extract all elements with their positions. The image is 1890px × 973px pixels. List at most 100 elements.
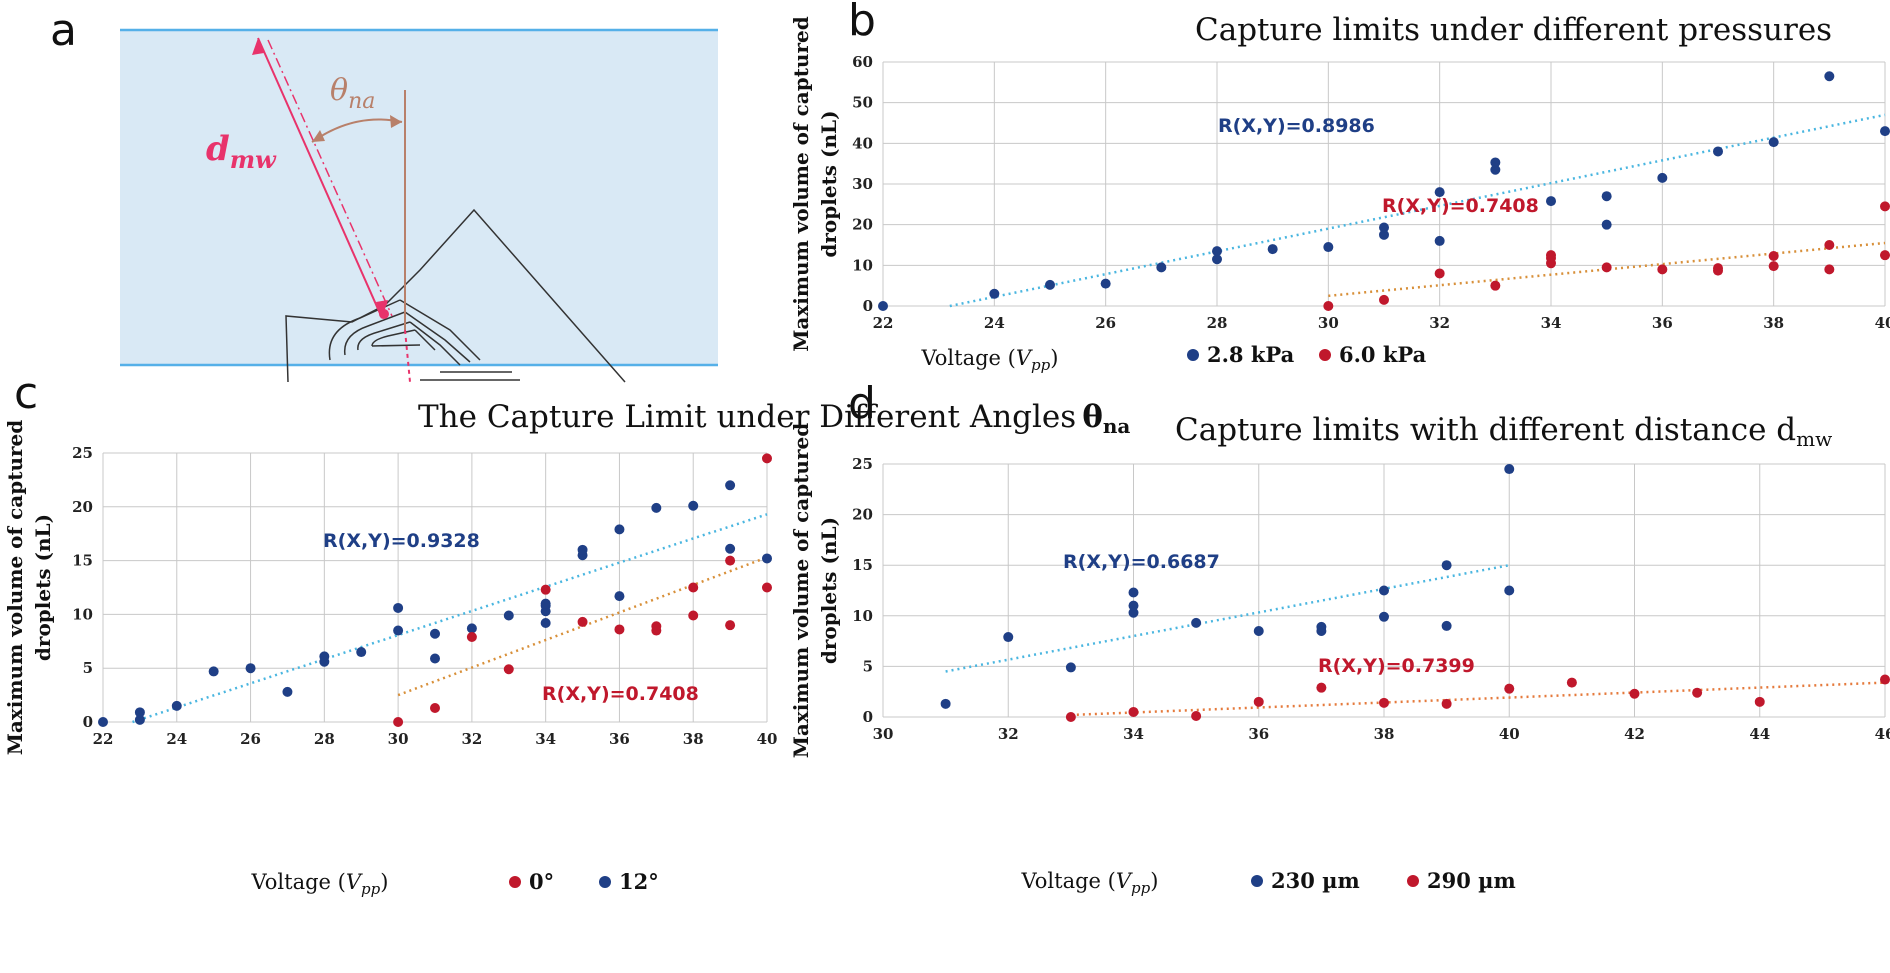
chart-b: Capture limits under different pressures… [789,12,1890,374]
data-point [393,717,404,727]
x-tick-label: 32 [461,730,482,748]
x-tick-label: 28 [1207,314,1228,332]
legend-label: 12° [619,869,659,894]
data-point [393,602,404,613]
data-point [1434,235,1445,246]
data-point [1504,585,1515,596]
chart-c-title: The Capture Limit under Different Angles… [418,399,1130,438]
legend-marker [1407,875,1419,887]
legend-marker [599,876,611,888]
distance-symbol: dmw [206,129,277,174]
y-tick-label: 10 [852,607,873,625]
data-point [725,480,736,491]
data-point [1316,621,1327,632]
data-point [1692,687,1703,698]
y-axis-label-line2: droplets (nL) [817,517,841,664]
data-point [1880,250,1890,261]
data-point [577,544,588,555]
electrode-tip-dot [379,309,389,319]
panel-a-label: a [50,5,77,56]
data-point [1379,585,1389,596]
data-point [1601,262,1612,273]
y-tick-label: 20 [852,216,873,234]
data-point [725,620,736,631]
angle-arrowhead-left [312,130,325,142]
data-point [1045,279,1055,290]
angle-arrowhead-right [390,115,402,128]
legend-label: 2.8 kPa [1207,342,1295,367]
x-tick-label: 34 [535,730,556,748]
y-axis-label-line2: droplets (nL) [817,110,841,257]
data-point [1504,464,1515,475]
data-point [1267,244,1278,255]
y-tick-label: 0 [863,708,873,726]
data-point [940,698,951,709]
data-point [1212,246,1222,257]
data-point [878,301,888,311]
data-point [503,664,514,675]
x-tick-label: 22 [93,730,114,748]
y-tick-label: 40 [852,134,873,152]
data-point [1434,187,1445,198]
data-point [1441,560,1452,571]
data-point [1441,698,1452,709]
correlation-label: R(X,Y)=0.7408 [542,683,699,705]
y-tick-label: 15 [852,556,873,574]
data-point [762,582,772,593]
correlation-label: R(X,Y)=0.9328 [323,530,480,552]
panel-b-label: b [848,0,876,46]
data-point [1065,662,1076,673]
data-point [1601,191,1612,202]
x-tick-label: 42 [1624,725,1645,743]
data-point [466,623,477,634]
data-point [688,610,699,621]
x-axis-label: Voltage (Vpp) [921,346,1059,374]
x-tick-label: 40 [757,730,778,748]
data-point [1657,264,1668,275]
x-tick-label: 36 [1652,314,1673,332]
y-tick-label: 10 [72,605,93,623]
data-point [1490,157,1501,168]
data-point [245,663,256,674]
x-tick-label: 24 [984,314,1005,332]
data-point [614,624,625,635]
data-point [208,666,219,677]
data-point [762,553,772,564]
data-point [1316,682,1327,693]
data-point [614,591,625,602]
data-point [725,543,736,554]
data-point [1768,261,1779,272]
data-point [1065,712,1076,722]
data-point [688,582,699,593]
data-point [1824,71,1835,82]
data-point [725,555,736,566]
y-tick-label: 10 [852,256,873,274]
data-point [1003,632,1014,643]
data-point [1323,301,1334,311]
panel-c-label: c [14,368,38,419]
x-tick-label: 36 [1248,725,1269,743]
data-point [393,625,404,636]
data-point [430,628,440,639]
liquid-region [120,30,718,365]
y-tick-label: 25 [72,444,93,462]
legend-label: 230 µm [1271,868,1360,893]
data-point [1880,674,1890,685]
data-point [430,653,440,664]
y-tick-label: 50 [852,94,873,112]
data-point [1713,146,1723,157]
x-axis-label: Voltage (Vpp) [251,870,389,898]
data-point [1546,250,1556,261]
data-point [1379,229,1389,240]
x-tick-label: 40 [1499,725,1520,743]
data-point [540,584,551,595]
chart-b-title: Capture limits under different pressures [1195,12,1832,48]
distance-arrowhead-top [252,38,264,55]
x-tick-label: 28 [314,730,335,748]
vertical-dashed-extension [404,329,411,383]
correlation-label: R(X,Y)=0.8986 [1218,115,1375,137]
y-tick-label: 5 [863,657,873,675]
data-point [356,647,367,658]
data-point [1490,280,1501,291]
y-tick-label: 20 [72,498,93,516]
